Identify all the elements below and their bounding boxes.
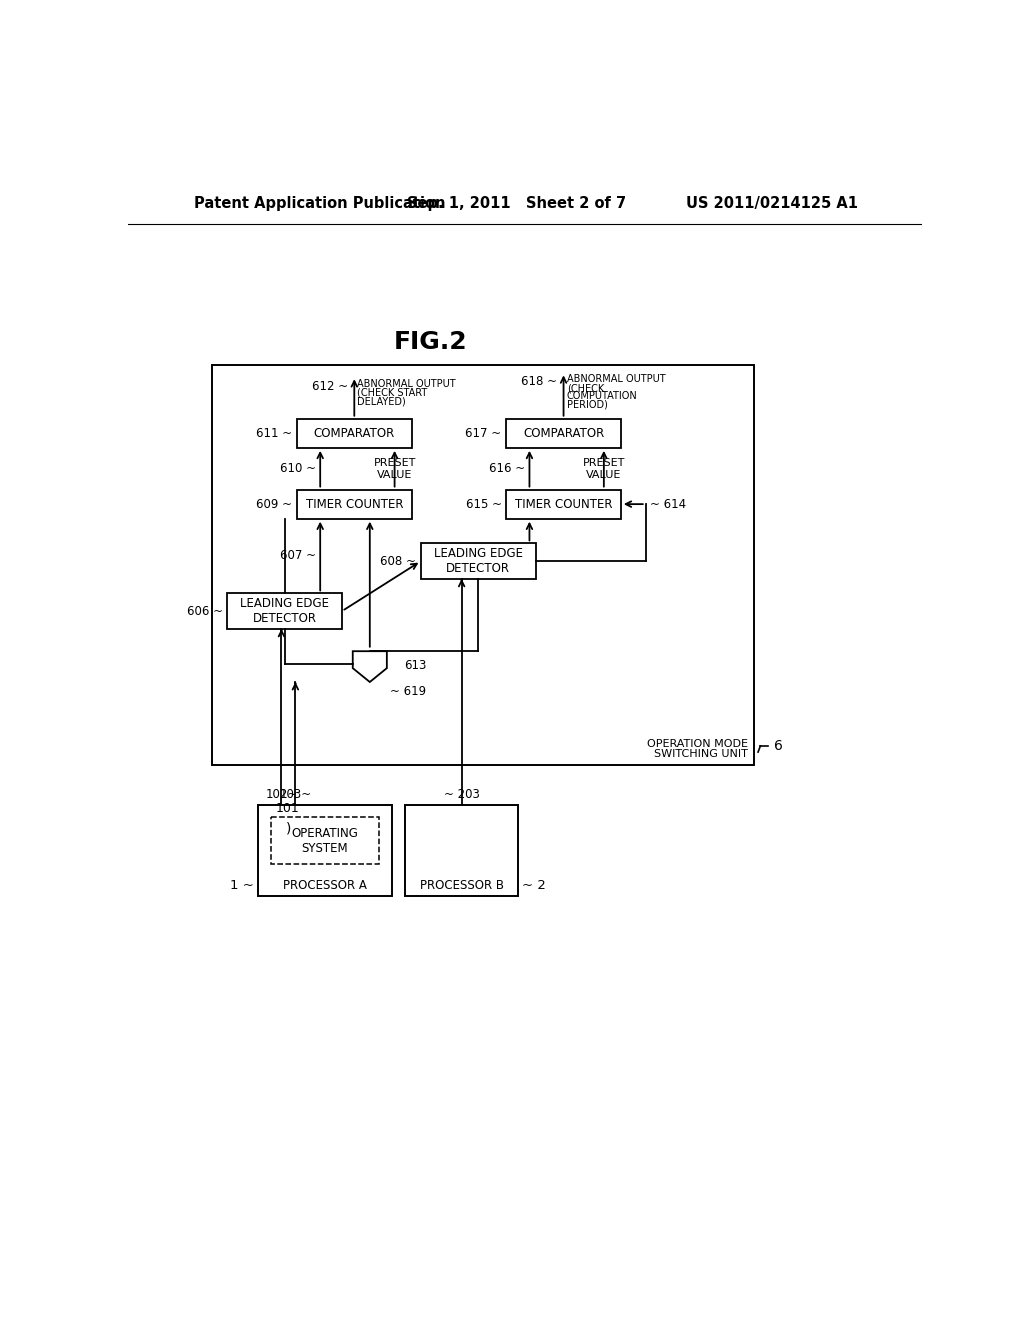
Bar [227,594,342,628]
Text: OPERATING
SYSTEM: OPERATING SYSTEM [292,826,358,854]
Text: SWITCHING UNIT: SWITCHING UNIT [654,750,748,759]
Text: ABNORMAL OUTPUT: ABNORMAL OUTPUT [566,374,666,384]
Text: 612 ~: 612 ~ [312,380,348,393]
Bar [297,418,412,447]
Text: 618 ~: 618 ~ [521,375,557,388]
Bar [297,490,412,519]
Text: (CHECK: (CHECK [566,383,604,393]
Text: COMPARATOR: COMPARATOR [313,426,395,440]
Text: PRESET
VALUE: PRESET VALUE [583,458,625,479]
Text: 615 ~: 615 ~ [466,498,502,511]
Text: 6: 6 [774,739,783,752]
Text: 617 ~: 617 ~ [466,426,502,440]
Bar [212,364,755,766]
Text: ): ) [286,821,292,836]
Text: ABNORMAL OUTPUT: ABNORMAL OUTPUT [357,379,456,388]
Text: DELAYED): DELAYED) [357,396,407,407]
Bar [506,418,621,447]
Bar [506,490,621,519]
Text: PROCESSOR A: PROCESSOR A [283,879,367,892]
Text: ~ 2: ~ 2 [522,879,547,892]
Text: FIG.2: FIG.2 [393,330,467,354]
Text: ~ 203: ~ 203 [443,788,479,800]
Text: COMPUTATION: COMPUTATION [566,391,637,401]
Bar [406,805,518,896]
Text: 611 ~: 611 ~ [256,426,292,440]
Polygon shape [352,651,387,682]
Text: ~ 619: ~ 619 [390,685,426,698]
Text: COMPARATOR: COMPARATOR [523,426,604,440]
Text: PRESET
VALUE: PRESET VALUE [374,458,416,479]
Text: TIMER COUNTER: TIMER COUNTER [515,498,612,511]
Text: OPERATION MODE: OPERATION MODE [647,739,748,748]
Text: LEADING EDGE
DETECTOR: LEADING EDGE DETECTOR [434,546,523,576]
Text: 607 ~: 607 ~ [280,549,315,562]
Bar [421,544,536,578]
Text: 1 ~: 1 ~ [230,879,254,892]
Text: ~ 614: ~ 614 [650,498,686,511]
Text: 101: 101 [275,803,299,816]
Text: 103~: 103~ [280,788,311,800]
Text: 608 ~: 608 ~ [381,554,417,568]
Text: LEADING EDGE
DETECTOR: LEADING EDGE DETECTOR [240,597,329,626]
Text: PROCESSOR B: PROCESSOR B [420,879,504,892]
Text: 102~: 102~ [265,788,298,800]
Text: TIMER COUNTER: TIMER COUNTER [305,498,403,511]
Text: Patent Application Publication: Patent Application Publication [194,195,445,211]
Bar [258,805,391,896]
Text: 613: 613 [403,659,426,672]
Text: US 2011/0214125 A1: US 2011/0214125 A1 [686,195,858,211]
Bar [270,817,379,865]
Text: (CHECK START: (CHECK START [357,388,428,397]
Text: 609 ~: 609 ~ [256,498,292,511]
Text: 606 ~: 606 ~ [186,605,222,618]
Text: 610 ~: 610 ~ [280,462,315,475]
Text: Sep. 1, 2011   Sheet 2 of 7: Sep. 1, 2011 Sheet 2 of 7 [407,195,626,211]
Text: 616 ~: 616 ~ [488,462,524,475]
Text: PERIOD): PERIOD) [566,400,607,409]
